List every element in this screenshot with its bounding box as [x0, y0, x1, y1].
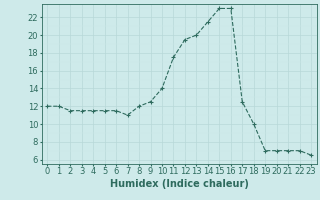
X-axis label: Humidex (Indice chaleur): Humidex (Indice chaleur)	[110, 179, 249, 189]
